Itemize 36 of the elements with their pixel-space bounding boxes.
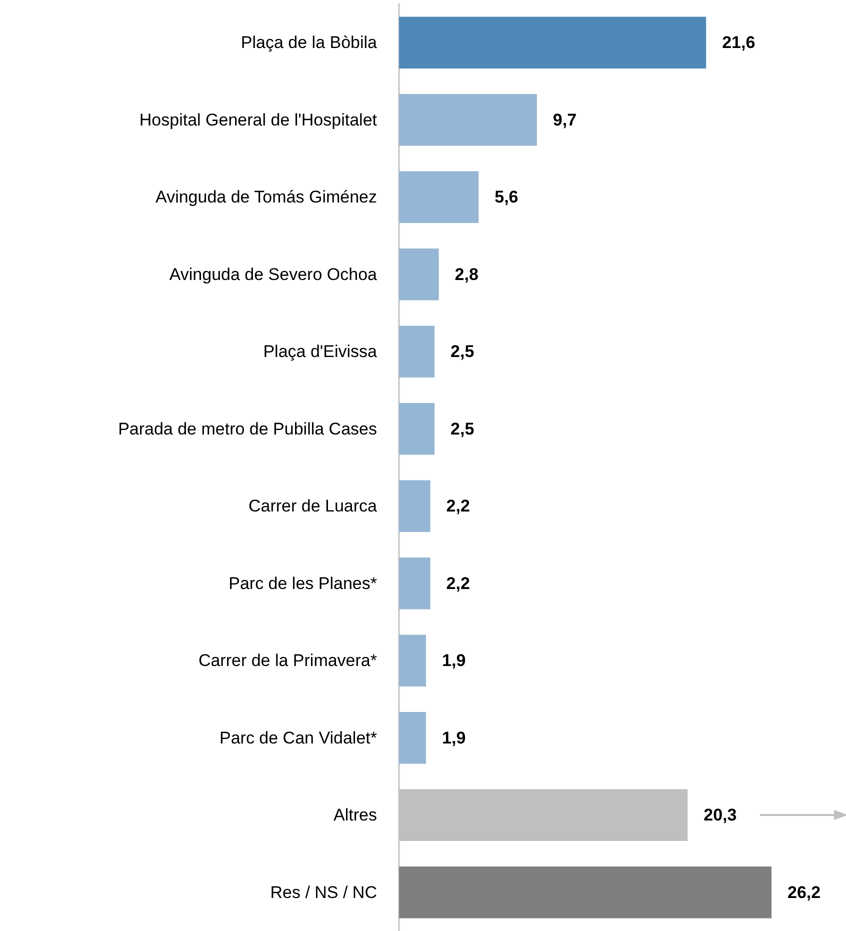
bar [399,402,435,455]
y-tick-label: Plaça de la Bòbila [240,33,378,52]
data-label: 2,5 [450,342,474,362]
bar [399,789,688,842]
y-tick-label: Parada de metro de Pubilla Cases [118,419,377,438]
data-label: 9,7 [552,110,577,130]
y-tick-label: Parc de Can Vidalet* [219,728,378,748]
data-label: 20,3 [704,806,737,825]
y-tick-label: Hospital General de l'Hospitalet [139,110,378,130]
data-label: 26,2 [788,882,821,902]
data-label: 1,9 [442,651,466,670]
bar [399,557,430,610]
y-tick-label: Parc de les Planes* [228,574,378,593]
y-tick-label: Avinguda de Severo Ochoa [169,264,378,284]
bar [399,712,426,764]
y-tick-label: Plaça d'Eivissa [263,342,378,362]
bar [399,326,435,378]
y-tick-label: Carrer de la Primavera* [198,651,378,670]
data-label: 2,2 [446,574,470,593]
bar [399,171,479,224]
y-tick-label: Carrer de Luarca [248,496,378,516]
data-label: 2,2 [446,496,470,516]
bar [399,866,772,918]
y-tick-label: Res / NS / NC [270,882,377,902]
y-tick-label: Avinguda de Tomás Giménez [156,188,377,207]
y-tick-label: Altres [334,806,377,825]
bar [399,16,706,69]
bar [399,480,430,532]
data-label: 21,6 [722,33,756,52]
data-label: 1,9 [442,728,466,748]
data-label: 2,5 [450,419,474,438]
data-label: 5,6 [494,188,518,207]
bar [399,248,439,300]
data-label: 2,8 [454,264,478,284]
bar [399,94,537,146]
bar [399,634,426,687]
